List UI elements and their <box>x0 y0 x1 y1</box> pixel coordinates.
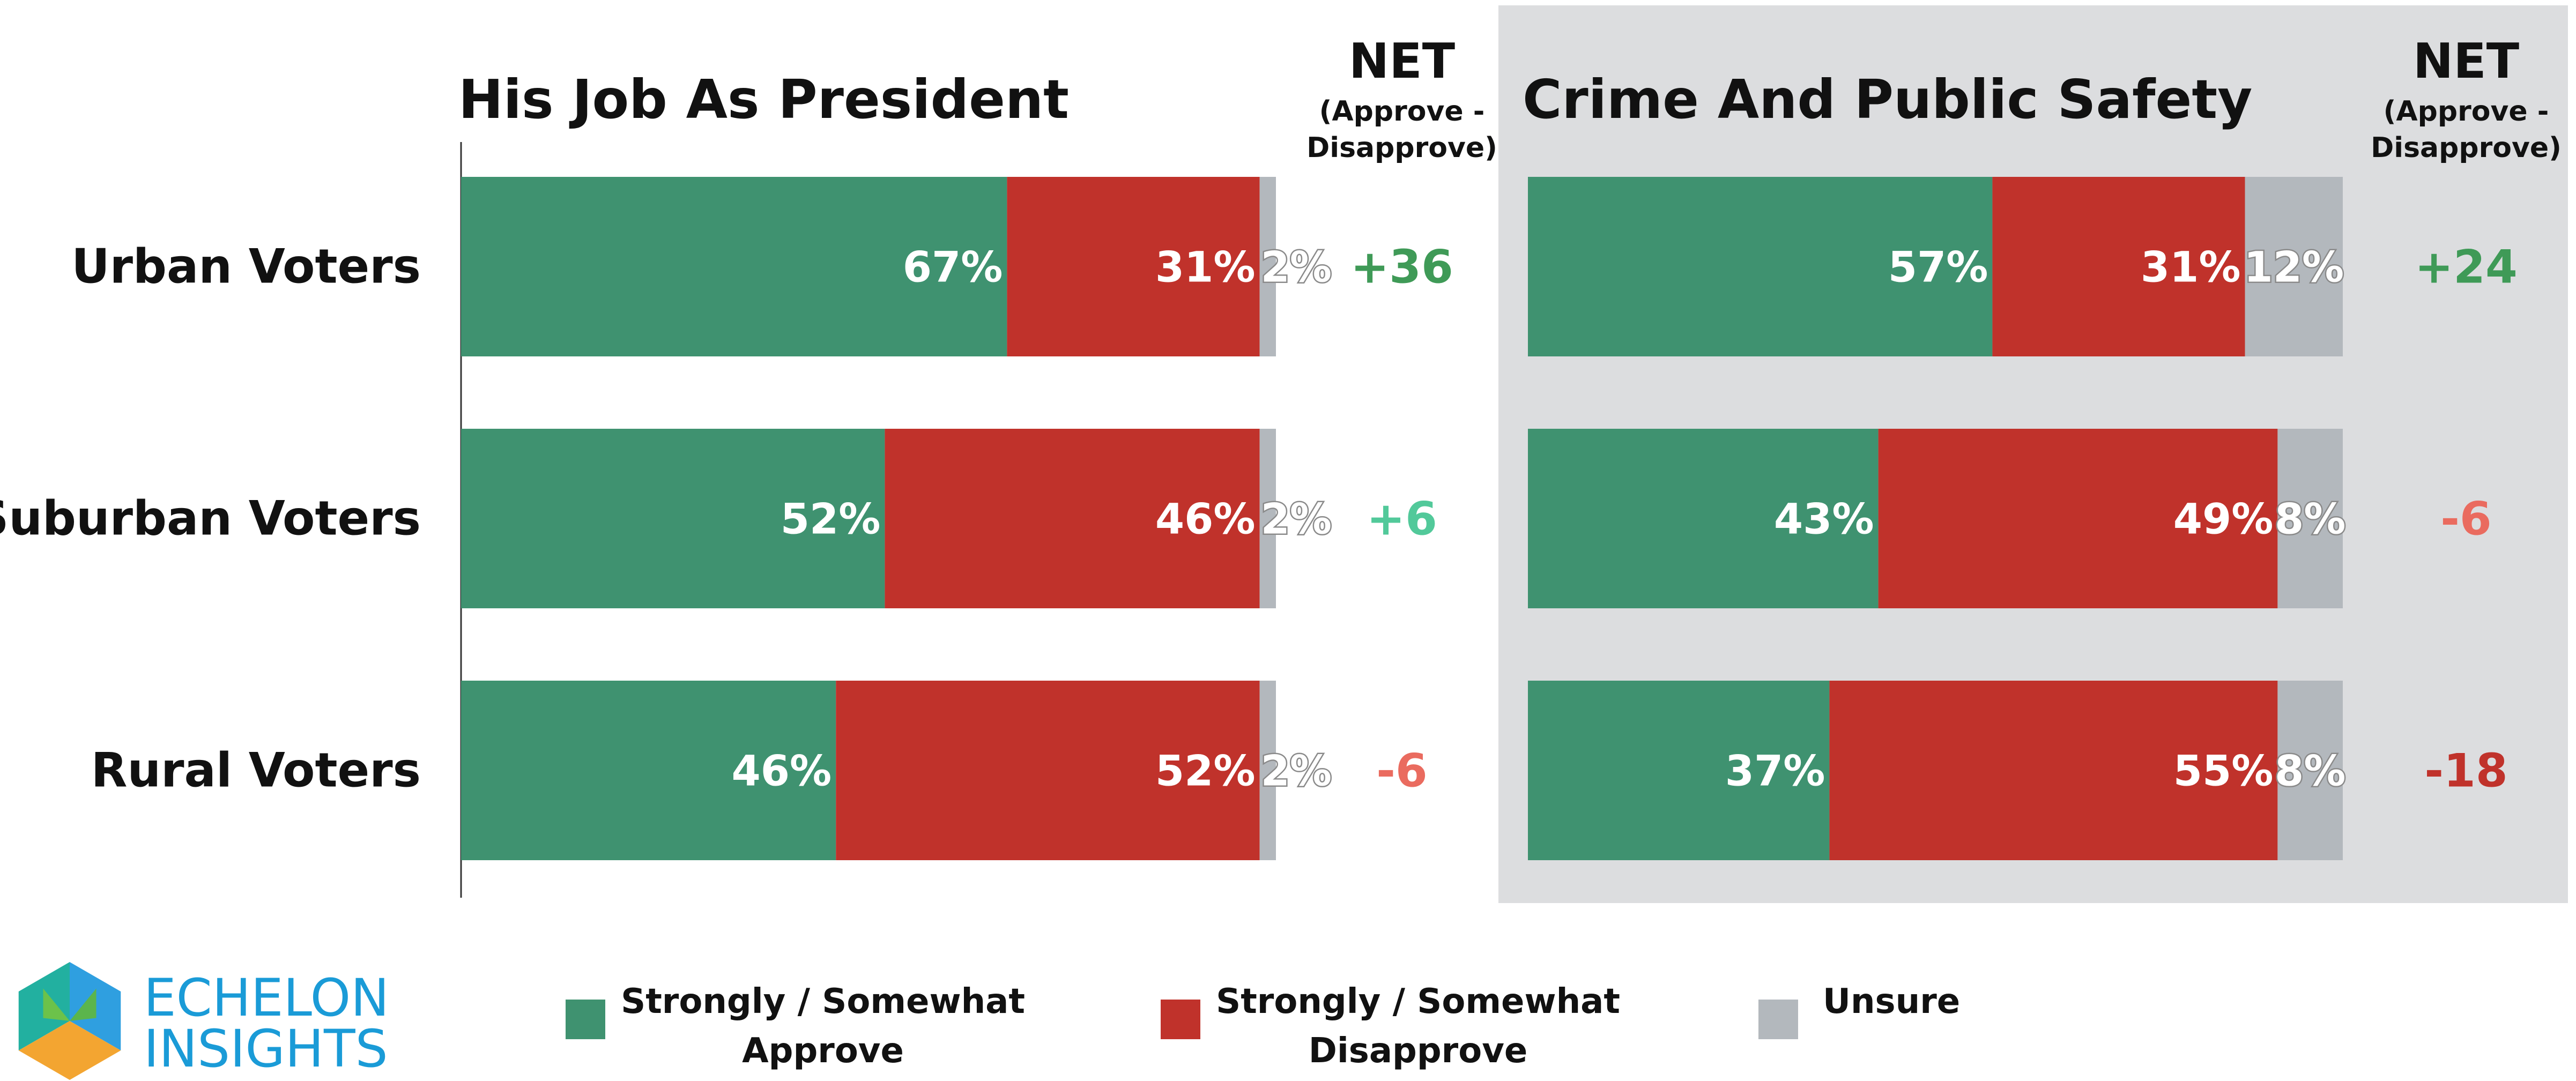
data-label: 55% <box>2173 748 2274 796</box>
net-value: -18 <box>2424 744 2507 798</box>
logo-text-echelon: ECHELON <box>144 968 389 1028</box>
legend-swatch <box>1161 1000 1200 1039</box>
hexagon-cube-logo-icon <box>18 962 121 1080</box>
data-label: 46% <box>731 748 832 796</box>
row-label: Suburban Voters <box>0 491 421 546</box>
bar-segment <box>1528 681 1830 860</box>
data-label: 37% <box>1725 748 1825 796</box>
logo-facet <box>18 1021 121 1080</box>
legend-label: Disapprove <box>1309 1031 1528 1071</box>
logo-facet <box>70 988 96 1021</box>
row-label: Rural Voters <box>91 743 421 798</box>
data-label: 43% <box>1774 496 1874 544</box>
net-header: NET <box>1349 33 1455 90</box>
net-subheader: Disapprove) <box>2371 132 2562 164</box>
bar-segment <box>2277 429 2343 608</box>
data-label: 52% <box>781 496 881 544</box>
data-label: 8% <box>2275 496 2345 544</box>
data-label: 31% <box>2141 244 2241 292</box>
data-label: 8% <box>2275 748 2345 796</box>
net-subheader: (Approve - <box>2384 95 2549 128</box>
bar-segment <box>1259 681 1276 860</box>
data-label: 2% <box>1261 748 1332 796</box>
bar-segment <box>1878 429 2278 608</box>
data-label: 67% <box>903 244 1003 292</box>
legend-label: Approve <box>742 1031 904 1071</box>
legend-swatch <box>566 1000 605 1039</box>
logo-facet <box>43 988 70 1021</box>
bar-segment <box>461 429 885 608</box>
net-value: +6 <box>1367 493 1437 546</box>
bar-segment <box>885 429 1260 608</box>
data-label: 31% <box>1155 244 1256 292</box>
data-label: 12% <box>2244 244 2344 292</box>
legend-swatch <box>1758 1000 1798 1039</box>
legend-label: Strongly / Somewhat <box>621 982 1025 1022</box>
bar-segment <box>2277 681 2343 860</box>
bar-segment <box>461 177 1007 356</box>
bar-segment <box>836 681 1260 860</box>
bar-segment <box>1528 429 1879 608</box>
bar-segment <box>2245 177 2343 356</box>
bar-segment <box>1528 177 1993 356</box>
panel-title: His Job As President <box>458 68 1069 131</box>
bar-segment <box>1992 177 2245 356</box>
legend-label: Strongly / Somewhat <box>1216 982 1620 1022</box>
net-header: NET <box>2413 33 2519 90</box>
bar-segment <box>1259 429 1276 608</box>
legend-item: Unsure <box>1758 982 1960 1039</box>
net-value: +36 <box>1350 241 1453 294</box>
logo-text-insights: INSIGHTS <box>144 1019 388 1079</box>
data-label: 57% <box>1888 244 1988 292</box>
legend-label: Unsure <box>1823 982 1960 1022</box>
row-label: Urban Voters <box>71 239 421 294</box>
net-value: -6 <box>1376 744 1428 798</box>
data-label: 2% <box>1261 244 1332 292</box>
net-value: -6 <box>2440 493 2492 546</box>
data-label: 2% <box>1261 496 1332 544</box>
net-value: +24 <box>2415 241 2518 294</box>
bar-segment <box>1259 177 1276 356</box>
data-label: 52% <box>1155 748 1256 796</box>
legend-item: Strongly / Somewhat Approve <box>566 982 1025 1071</box>
net-subheader: Disapprove) <box>1306 132 1497 164</box>
data-label: 49% <box>2173 496 2274 544</box>
bar-segment <box>461 681 836 860</box>
bar-segment <box>1829 681 2278 860</box>
data-label: 46% <box>1155 496 1256 544</box>
legend-item: Strongly / Somewhat Disapprove <box>1161 982 1620 1071</box>
panel-title: Crime And Public Safety <box>1523 68 2252 131</box>
bar-segment <box>1007 177 1260 356</box>
net-subheader: (Approve - <box>1319 95 1485 128</box>
